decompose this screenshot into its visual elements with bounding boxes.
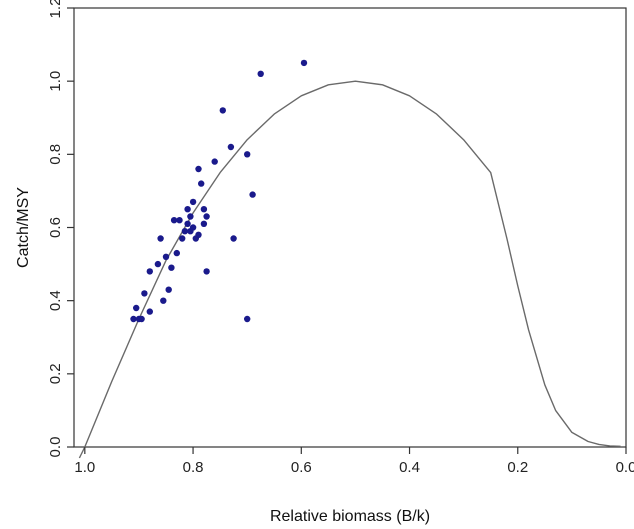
data-point: [168, 264, 175, 271]
data-point: [257, 70, 264, 78]
data-point: [184, 206, 191, 213]
y-axis-ticks: 0.0 0.2 0.4 0.6 0.8 1.0 1.2: [47, 0, 74, 457]
data-point: [176, 217, 183, 224]
x-tick-label: 1.0: [74, 459, 95, 476]
data-point: [146, 308, 153, 315]
x-axis-title: Relative biomass (B/k): [270, 508, 430, 525]
data-point: [249, 191, 256, 198]
data-point: [189, 224, 197, 231]
x-tick-label: 0.8: [183, 459, 204, 476]
data-point: [179, 235, 186, 242]
x-tick-label: 0.6: [291, 459, 312, 476]
y-axis-title: Catch/MSY: [15, 187, 32, 268]
y-tick-label: 1.0: [47, 71, 64, 92]
data-point: [181, 228, 189, 235]
x-tick-label: 0.2: [507, 459, 528, 476]
data-point: [200, 206, 208, 213]
data-point: [141, 290, 148, 297]
data-point: [130, 315, 137, 323]
y-tick-label: 0.8: [47, 144, 64, 165]
data-point: [227, 143, 235, 151]
curve-layer: [78, 80, 621, 459]
x-tick-label: 0.0: [616, 459, 634, 476]
data-point: [165, 286, 172, 293]
data-point: [244, 315, 251, 323]
points-layer: [130, 59, 308, 323]
data-point: [160, 297, 167, 304]
data-point: [230, 235, 237, 242]
y-tick-label: 0.0: [47, 437, 64, 458]
x-tick-label: 0.4: [399, 459, 420, 476]
data-point: [133, 304, 140, 312]
y-tick-label: 0.6: [47, 217, 64, 238]
data-point: [162, 253, 170, 260]
data-point: [300, 59, 308, 67]
data-point: [138, 315, 145, 323]
production-curve: [78, 80, 621, 459]
data-point: [146, 268, 153, 275]
data-point: [173, 249, 180, 257]
data-point: [219, 107, 226, 114]
data-point: [157, 235, 164, 242]
data-point: [189, 198, 197, 206]
data-point: [203, 268, 210, 275]
data-point: [200, 220, 208, 227]
data-point: [184, 220, 191, 227]
data-point: [198, 180, 205, 187]
data-point: [195, 165, 202, 173]
data-point: [211, 158, 218, 165]
data-point: [244, 151, 251, 158]
y-tick-label: 1.2: [47, 0, 64, 18]
data-point: [187, 213, 194, 220]
data-point: [154, 260, 162, 268]
data-point: [195, 231, 202, 238]
data-point: [170, 217, 178, 224]
data-point: [203, 213, 210, 220]
x-axis-ticks: 1.0 0.8 0.6 0.4 0.2 0.0: [74, 447, 634, 476]
y-tick-label: 0.4: [47, 290, 64, 311]
y-tick-label: 0.2: [47, 363, 64, 384]
